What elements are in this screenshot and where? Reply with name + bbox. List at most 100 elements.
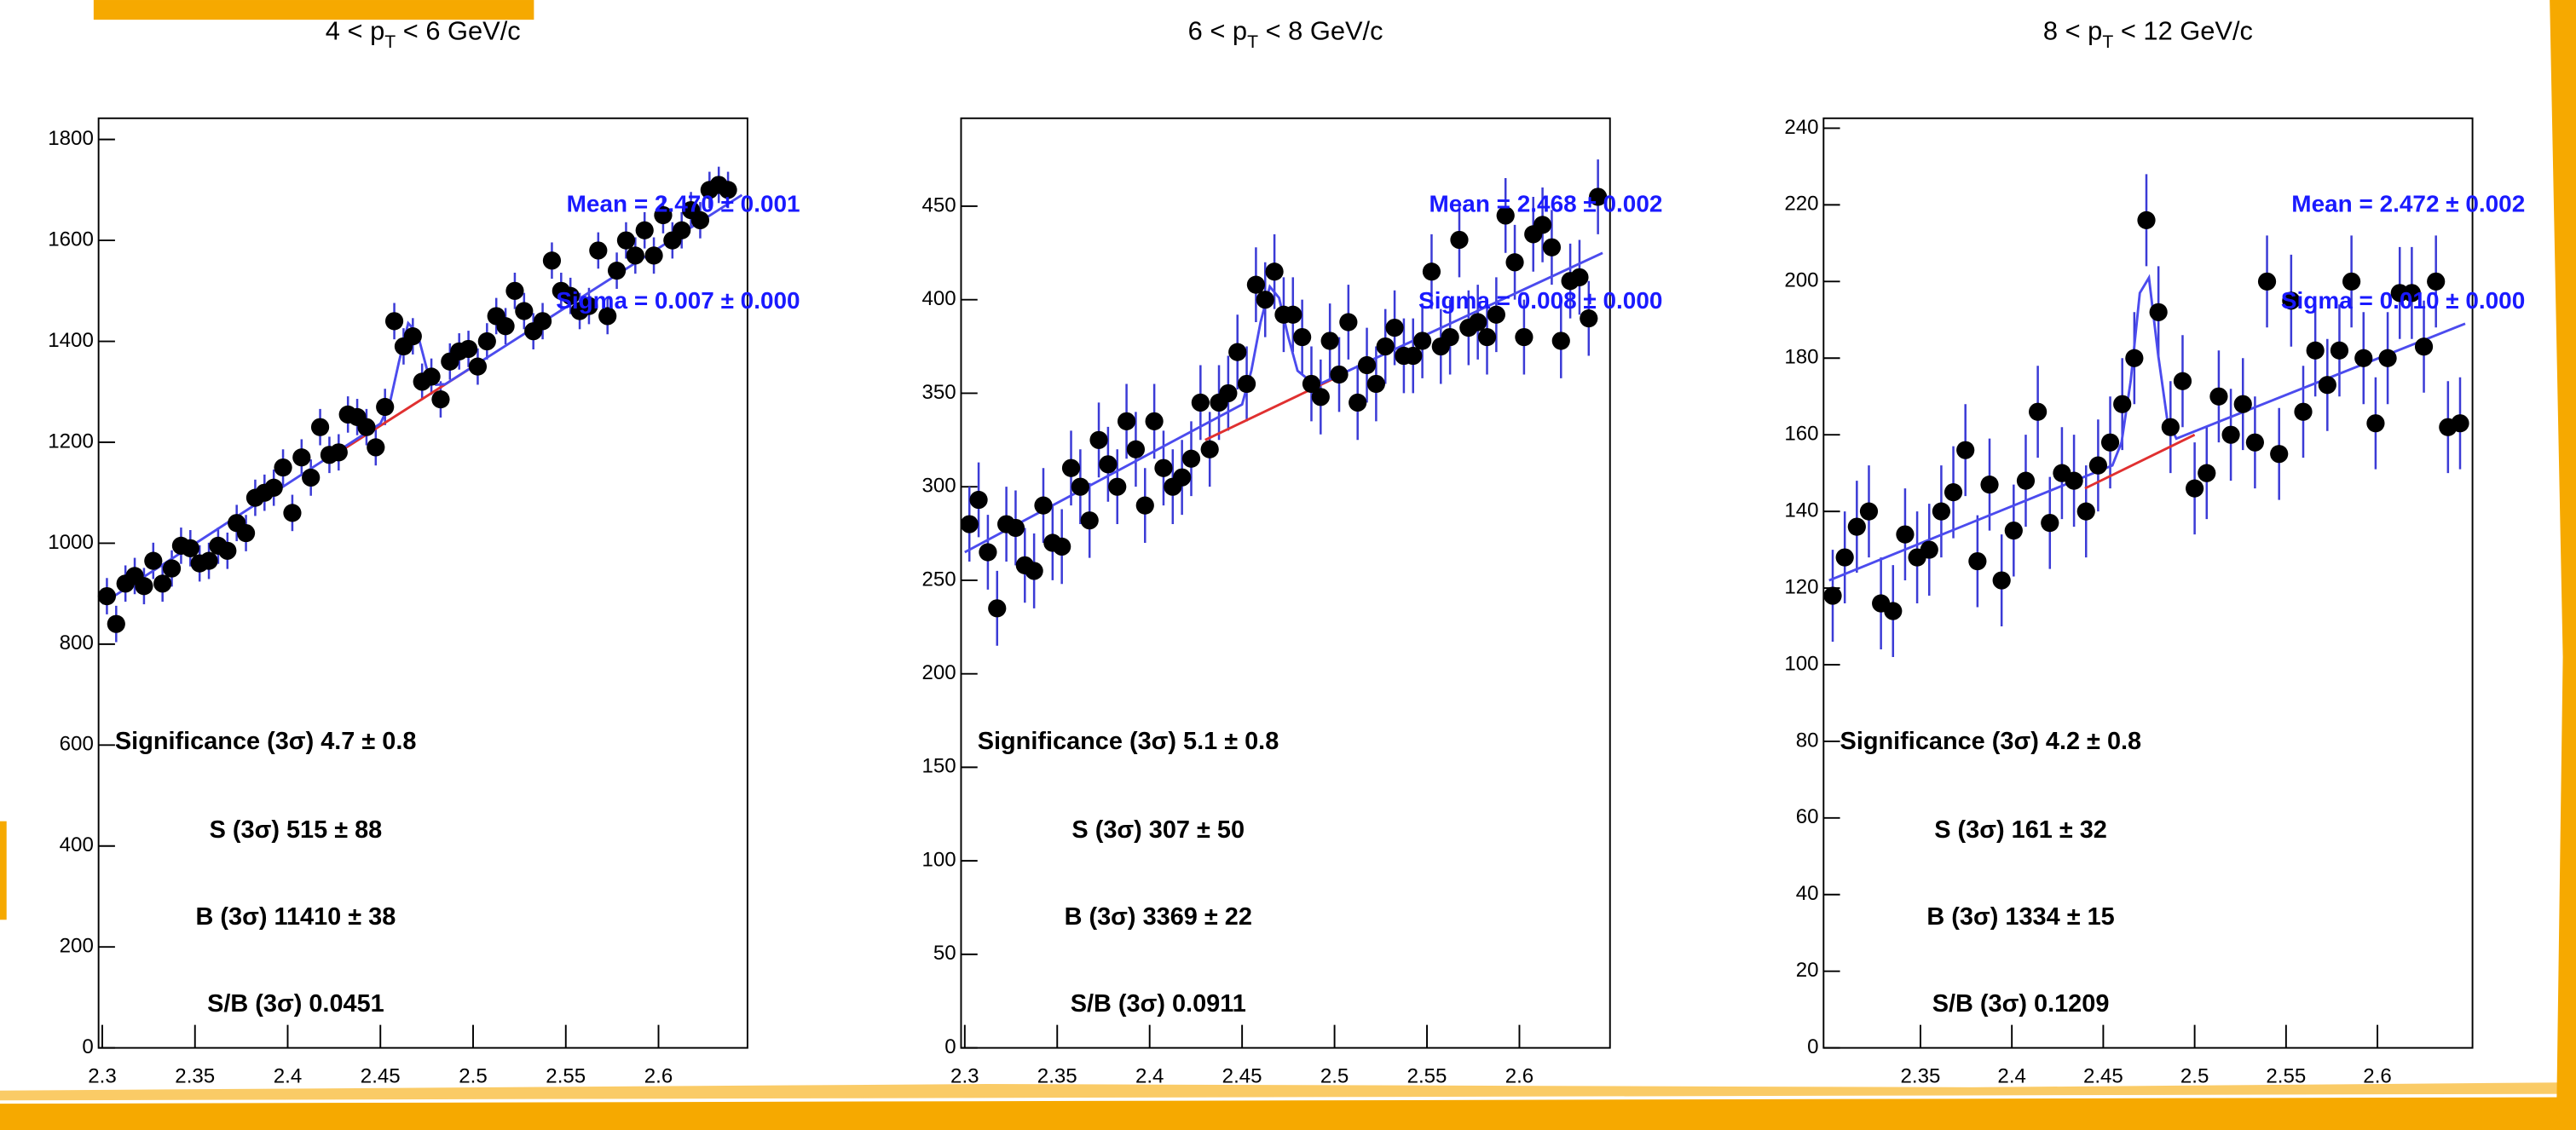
data-point bbox=[1441, 327, 1459, 347]
plot-frame bbox=[960, 117, 1611, 1049]
data-point bbox=[1006, 518, 1025, 538]
data-point bbox=[153, 574, 172, 593]
data-point bbox=[310, 418, 330, 436]
y-tick-label: 1800 bbox=[48, 127, 94, 150]
data-point bbox=[1469, 313, 1487, 332]
data-point bbox=[561, 286, 580, 305]
data-point bbox=[1320, 332, 1339, 350]
title-part: 8 < p bbox=[2043, 16, 2102, 46]
data-point bbox=[1896, 525, 1915, 544]
data-point bbox=[1992, 571, 2011, 590]
highlight-bar bbox=[93, 0, 534, 20]
data-point bbox=[1944, 483, 1963, 502]
data-point bbox=[1835, 548, 1854, 567]
data-point bbox=[2004, 521, 2023, 540]
y-tick-label: 300 bbox=[921, 475, 956, 498]
data-point bbox=[580, 297, 598, 315]
data-point bbox=[2125, 349, 2144, 367]
data-point bbox=[626, 246, 644, 265]
data-point bbox=[1034, 496, 1053, 515]
data-point bbox=[2100, 433, 2120, 452]
data-point bbox=[2137, 210, 2156, 229]
data-point bbox=[2029, 402, 2048, 421]
sigma-label: Sigma = 0.007 ± 0.000 bbox=[556, 287, 800, 314]
title-part: 4 < p bbox=[326, 16, 384, 46]
right-brush bbox=[2550, 0, 2576, 1130]
data-point bbox=[1284, 305, 1302, 324]
stat-label: B (3σ) 3369 ± 22 bbox=[1065, 903, 1252, 931]
x-tick-label: 2.35 bbox=[1901, 1065, 1941, 1088]
data-point bbox=[2257, 272, 2277, 291]
data-point bbox=[1366, 374, 1385, 394]
data-point bbox=[1339, 313, 1358, 332]
data-point bbox=[2149, 303, 2168, 321]
x-tick-label: 2.45 bbox=[361, 1065, 401, 1088]
data-point bbox=[979, 543, 997, 562]
stat-label: S (3σ) 307 ± 50 bbox=[1071, 816, 1245, 844]
data-point bbox=[2065, 471, 2083, 490]
x-tick-label: 2.6 bbox=[1505, 1065, 1533, 1088]
data-point bbox=[2076, 502, 2095, 521]
data-point bbox=[1181, 449, 1201, 468]
data-point bbox=[1191, 393, 1210, 412]
data-point bbox=[2330, 341, 2349, 360]
data-point bbox=[1570, 268, 1589, 286]
y-tick-label: 0 bbox=[82, 1035, 93, 1058]
stat-label: S/B (3σ) 0.0911 bbox=[1071, 990, 1246, 1018]
data-point bbox=[1071, 477, 1089, 496]
data-point bbox=[1108, 477, 1127, 496]
data-point bbox=[690, 210, 710, 230]
data-point bbox=[329, 443, 348, 462]
data-point bbox=[1357, 355, 1377, 375]
data-point bbox=[367, 438, 385, 457]
y-tick-label: 450 bbox=[921, 193, 956, 216]
data-point bbox=[654, 205, 673, 225]
data-point bbox=[2186, 479, 2204, 498]
data-point bbox=[1135, 496, 1154, 515]
data-point bbox=[1450, 230, 1469, 250]
y-tick-label: 1400 bbox=[48, 329, 94, 352]
x-tick-label: 2.5 bbox=[2180, 1065, 2209, 1088]
y-tick-label: 140 bbox=[1784, 499, 1818, 522]
panel-title: 6 < pT < 8 GeV/c bbox=[1188, 16, 1383, 52]
data-point bbox=[236, 523, 256, 543]
data-point bbox=[1099, 455, 1118, 474]
data-point bbox=[1884, 602, 1903, 620]
y-tick-label: 800 bbox=[60, 631, 94, 654]
data-point bbox=[1859, 502, 1879, 521]
data-point bbox=[2161, 418, 2180, 436]
data-point bbox=[533, 312, 552, 331]
data-point bbox=[1145, 412, 1164, 430]
y-tick-label: 120 bbox=[1784, 575, 1818, 598]
x-tick-label: 2.5 bbox=[459, 1065, 487, 1088]
data-point bbox=[2414, 337, 2434, 356]
y-tick-label: 100 bbox=[921, 848, 956, 871]
stat-label: Significance (3σ) 4.2 ± 0.8 bbox=[1840, 728, 2142, 755]
x-tick-label: 2.3 bbox=[88, 1065, 116, 1088]
data-point bbox=[2173, 372, 2192, 390]
data-point bbox=[2198, 464, 2216, 482]
data-point bbox=[2451, 414, 2469, 433]
y-tick-label: 150 bbox=[921, 755, 956, 778]
data-point bbox=[218, 541, 237, 560]
y-tick-label: 400 bbox=[921, 287, 956, 310]
data-point bbox=[2366, 414, 2385, 433]
stat-label: Significance (3σ) 4.7 ± 0.8 bbox=[115, 728, 417, 755]
title-part: 6 < p bbox=[1188, 16, 1247, 46]
data-point bbox=[283, 504, 302, 522]
data-point bbox=[135, 577, 153, 596]
data-point bbox=[1154, 458, 1173, 477]
stat-label: S/B (3σ) 0.1209 bbox=[1932, 990, 2110, 1018]
y-tick-label: 160 bbox=[1784, 423, 1818, 446]
stat-label: B (3σ) 1334 ± 15 bbox=[1926, 903, 2114, 931]
data-point bbox=[1580, 309, 1598, 328]
data-point bbox=[384, 312, 404, 331]
x-tick-label: 2.55 bbox=[2266, 1065, 2306, 1088]
data-point bbox=[635, 221, 654, 239]
data-point bbox=[1823, 586, 1842, 605]
sigma-label: Sigma = 0.010 ± 0.000 bbox=[2281, 287, 2525, 314]
data-point bbox=[496, 317, 515, 336]
data-point bbox=[1349, 393, 1367, 412]
title-part: T bbox=[1247, 32, 1258, 52]
